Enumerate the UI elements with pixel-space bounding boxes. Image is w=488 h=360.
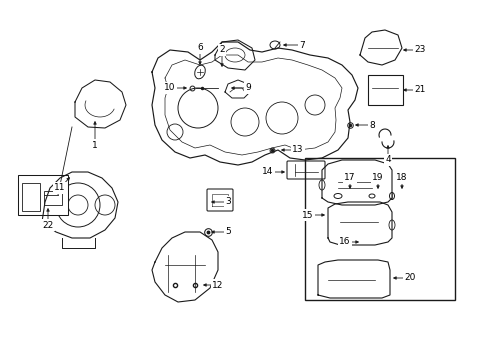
Text: 13: 13 [292, 145, 303, 154]
Text: 1: 1 [92, 140, 98, 149]
Text: 15: 15 [302, 211, 313, 220]
Text: 22: 22 [42, 220, 54, 230]
Text: 10: 10 [164, 84, 175, 93]
Bar [44, 191, 62, 205]
Bar [18, 175, 68, 215]
Text: 7: 7 [299, 40, 304, 49]
Text: 14: 14 [262, 167, 273, 176]
Text: 19: 19 [371, 174, 383, 183]
Text: 12: 12 [212, 280, 223, 289]
Bar [367, 75, 402, 105]
Text: 20: 20 [404, 274, 415, 283]
Text: 3: 3 [224, 198, 230, 207]
Text: 8: 8 [368, 121, 374, 130]
Text: 4: 4 [385, 156, 390, 165]
Bar [22, 183, 40, 211]
Text: 6: 6 [197, 44, 203, 53]
Text: 17: 17 [344, 174, 355, 183]
Bar [305, 158, 454, 300]
Text: 23: 23 [413, 45, 425, 54]
Text: 18: 18 [395, 174, 407, 183]
Text: 16: 16 [339, 238, 350, 247]
Text: 21: 21 [413, 85, 425, 94]
Text: 5: 5 [224, 228, 230, 237]
Text: 9: 9 [244, 84, 250, 93]
Text: 11: 11 [54, 184, 65, 193]
Text: 2: 2 [219, 45, 224, 54]
